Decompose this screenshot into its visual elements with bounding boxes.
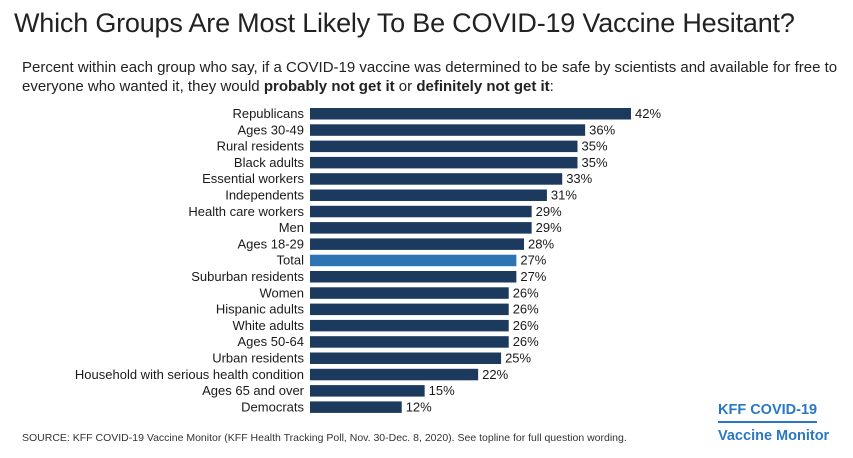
chart-title: Which Groups Are Most Likely To Be COVID… <box>14 8 795 38</box>
category-label-hispanic-adults: Hispanic adults <box>216 302 305 317</box>
bar-independents <box>310 189 547 201</box>
category-label-ages-50-64: Ages 50-64 <box>238 334 305 349</box>
value-label-ages-18-29: 28% <box>528 236 554 251</box>
chart-subtitle: Percent within each group who say, if a … <box>22 58 842 96</box>
value-label-suburban-residents: 27% <box>520 269 546 284</box>
value-label-ages-30-49: 36% <box>589 122 615 137</box>
category-label-household-with-serious-health-condition: Household with serious health condition <box>75 367 304 382</box>
bar-suburban-residents <box>310 271 517 283</box>
bar-ages-18-29 <box>310 238 524 250</box>
category-label-ages-18-29: Ages 18-29 <box>238 236 305 251</box>
category-label-white-adults: White adults <box>232 318 304 333</box>
bar-chart: Republicans 42% Ages 30-49 36% Rural residen… <box>75 106 662 414</box>
value-label-republicans: 42% <box>635 106 661 121</box>
bar-men <box>310 222 532 234</box>
category-label-black-adults: Black adults <box>234 155 305 170</box>
value-label-health-care-workers: 29% <box>536 204 562 219</box>
subtitle-text-1: Percent within each group who say, if a … <box>22 59 838 95</box>
value-label-ages-65-and-over: 15% <box>429 383 455 398</box>
bar-ages-65-and-over <box>310 385 425 397</box>
value-label-men: 29% <box>536 220 562 235</box>
category-label-total: Total <box>277 253 305 268</box>
category-label-health-care-workers: Health care workers <box>188 204 304 219</box>
bar-total <box>310 254 517 267</box>
value-label-white-adults: 26% <box>513 318 539 333</box>
bar-white-adults <box>310 319 509 332</box>
value-label-essential-workers: 33% <box>566 171 592 186</box>
bar-democrats <box>310 401 402 413</box>
category-label-ages-65-and-over: Ages 65 and over <box>202 383 305 398</box>
subtitle-bold-2: definitely not get it <box>416 78 550 95</box>
source-note: SOURCE: KFF COVID-19 Vaccine Monitor (KF… <box>22 432 627 444</box>
category-label-men: Men <box>279 220 304 235</box>
bar-hispanic-adults <box>310 303 509 316</box>
bar-essential-workers <box>310 173 563 185</box>
subtitle-bold-1: probably not get it <box>263 78 395 95</box>
subtitle-text-3: : <box>549 78 554 95</box>
value-label-independents: 31% <box>551 188 577 203</box>
category-label-democrats: Democrats <box>241 399 304 414</box>
brand-logo: KFF COVID-19 Vaccine Monitor <box>718 400 838 446</box>
value-label-ages-50-64: 26% <box>513 334 539 349</box>
bar-rural-residents <box>310 140 578 153</box>
brand-line-2: Vaccine Monitor <box>718 428 830 444</box>
bar-ages-50-64 <box>310 336 509 348</box>
category-label-essential-workers: Essential workers <box>202 171 304 186</box>
bar-republicans <box>310 108 631 120</box>
category-label-independents: Independents <box>225 188 304 203</box>
value-label-rural-residents: 35% <box>582 139 608 154</box>
bar-urban-residents <box>310 352 502 364</box>
brand-line-1: KFF COVID-19 <box>718 400 818 423</box>
value-label-black-adults: 35% <box>582 155 608 170</box>
category-label-rural-residents: Rural residents <box>217 139 305 154</box>
category-label-suburban-residents: Suburban residents <box>191 269 304 284</box>
category-label-republicans: Republicans <box>232 106 304 121</box>
value-label-women: 26% <box>513 285 539 300</box>
bar-household-with-serious-health-condition <box>310 368 479 381</box>
value-label-democrats: 12% <box>406 399 432 414</box>
category-label-urban-residents: Urban residents <box>212 351 304 366</box>
value-label-total: 27% <box>520 253 546 268</box>
bar-health-care-workers <box>310 205 532 218</box>
value-label-urban-residents: 25% <box>505 351 531 366</box>
subtitle-text-2: or <box>394 78 417 95</box>
category-label-women: Women <box>259 285 304 300</box>
bar-ages-30-49 <box>310 124 586 136</box>
category-label-ages-30-49: Ages 30-49 <box>238 122 305 137</box>
bar-women <box>310 287 509 299</box>
bar-black-adults <box>310 156 578 169</box>
value-label-hispanic-adults: 26% <box>513 302 539 317</box>
value-label-household-with-serious-health-condition: 22% <box>482 367 508 382</box>
